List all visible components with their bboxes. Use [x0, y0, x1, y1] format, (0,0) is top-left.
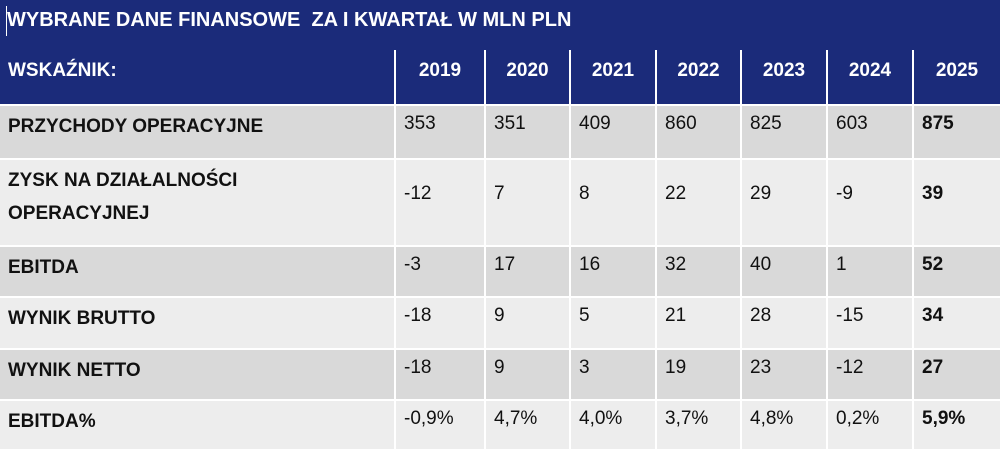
table-cell: 860 — [656, 105, 742, 160]
header-indicator: WSKAŹNIK: — [0, 50, 396, 106]
table-cell: -0,9% — [395, 400, 486, 451]
row-label-revenue: PRZYCHODY OPERACYJNE — [0, 105, 396, 160]
table-cell: -3 — [395, 246, 486, 298]
header-year-2019: 2019 — [395, 50, 486, 106]
row-label-line: OPERACYJNEJ — [8, 203, 150, 224]
table-cell: 16 — [570, 246, 657, 298]
table-cell: 3,7% — [656, 400, 742, 451]
table-cell-highlight: 52 — [913, 246, 1000, 298]
table-cell: -9 — [827, 159, 914, 247]
row-label-ebitda: EBITDA — [0, 246, 396, 298]
table-cell: 8 — [570, 159, 657, 247]
table-cell: 351 — [485, 105, 571, 160]
table-cell-highlight: 34 — [913, 297, 1000, 350]
table-cell: 409 — [570, 105, 657, 160]
header-year-2022: 2022 — [656, 50, 742, 106]
table-cell: 5 — [570, 297, 657, 350]
header-year-2021: 2021 — [570, 50, 657, 106]
table-cell: 0,2% — [827, 400, 914, 451]
table-cell: -15 — [827, 297, 914, 350]
header-year-2024: 2024 — [827, 50, 914, 106]
table-cell: 23 — [741, 349, 828, 401]
header-year-2025: 2025 — [913, 50, 1000, 106]
header-row: WSKAŹNIK: 2019 2020 2021 2022 2023 2024 … — [0, 50, 1000, 106]
table-row: EBITDA -3 17 16 32 40 1 52 — [0, 246, 1000, 298]
table-row: EBITDA% -0,9% 4,7% 4,0% 3,7% 4,8% 0,2% 5… — [0, 400, 1000, 451]
header-year-2023: 2023 — [741, 50, 828, 106]
table-cell: 19 — [656, 349, 742, 401]
table-cell: -18 — [395, 297, 486, 350]
table-cell: 4,0% — [570, 400, 657, 451]
table-cell: 825 — [741, 105, 828, 160]
table-title: WYBRANE DANE FINANSOWE ZA I KWARTAŁ W ML… — [0, 0, 1000, 50]
header-year-2020: 2020 — [485, 50, 571, 106]
table-row: ZYSK NA DZIAŁALNOŚCI OPERACYJNEJ -12 7 8… — [0, 159, 1000, 247]
table-cell: 21 — [656, 297, 742, 350]
row-label-line: ZYSK NA DZIAŁALNOŚCI — [8, 170, 238, 191]
row-label-ebitda-percent: EBITDA% — [0, 400, 396, 451]
table-cell: 3 — [570, 349, 657, 401]
table-cell: 4,8% — [741, 400, 828, 451]
financial-data-table: WSKAŹNIK: 2019 2020 2021 2022 2023 2024 … — [0, 50, 1000, 451]
table-row: WYNIK BRUTTO -18 9 5 21 28 -15 34 — [0, 297, 1000, 350]
table-cell: 40 — [741, 246, 828, 298]
table-cell: 353 — [395, 105, 486, 160]
table-row: PRZYCHODY OPERACYJNE 353 351 409 860 825… — [0, 105, 1000, 160]
text-cursor — [6, 6, 7, 36]
table-row: WYNIK NETTO -18 9 3 19 23 -12 27 — [0, 349, 1000, 401]
table-cell-highlight: 27 — [913, 349, 1000, 401]
table-cell: 22 — [656, 159, 742, 247]
table-cell: 9 — [485, 297, 571, 350]
row-label-gross-result: WYNIK BRUTTO — [0, 297, 396, 350]
row-label-net-result: WYNIK NETTO — [0, 349, 396, 401]
table-cell: 28 — [741, 297, 828, 350]
row-label-operating-profit: ZYSK NA DZIAŁALNOŚCI OPERACYJNEJ — [0, 159, 396, 247]
table-cell: 32 — [656, 246, 742, 298]
table-cell-highlight: 39 — [913, 159, 1000, 247]
table-cell: 9 — [485, 349, 571, 401]
table-cell-highlight: 875 — [913, 105, 1000, 160]
table-cell-highlight: 5,9% — [913, 400, 1000, 451]
table-cell: 4,7% — [485, 400, 571, 451]
table-cell: -18 — [395, 349, 486, 401]
table-cell: 603 — [827, 105, 914, 160]
table-cell: 17 — [485, 246, 571, 298]
table-cell: -12 — [827, 349, 914, 401]
table-cell: -12 — [395, 159, 486, 247]
table-cell: 1 — [827, 246, 914, 298]
table-cell: 7 — [485, 159, 571, 247]
table-cell: 29 — [741, 159, 828, 247]
